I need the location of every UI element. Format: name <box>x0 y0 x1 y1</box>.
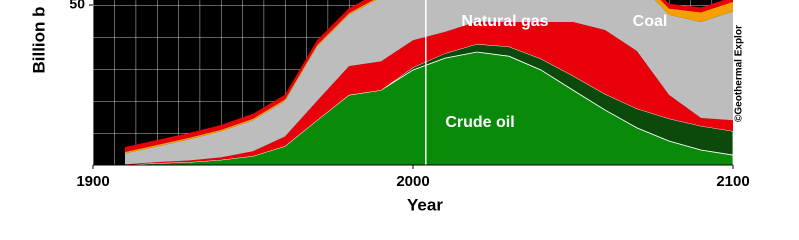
credit: ©Geothermal Explor <box>734 25 745 122</box>
area <box>125 0 733 165</box>
x-tick-label: 1900 <box>76 173 109 190</box>
series-label: Natural gas <box>461 13 548 30</box>
y-axis-title: Billion b <box>29 6 48 73</box>
x-tick-label: 2000 <box>396 173 429 190</box>
series-label: Coal <box>633 13 668 30</box>
y-tick-label: 50 <box>69 0 85 12</box>
x-axis-title: Year <box>407 195 443 214</box>
areas <box>124 0 733 165</box>
x-tick-label: 2100 <box>716 173 749 190</box>
area <box>125 21 733 165</box>
area <box>125 0 733 154</box>
series-label: Crude oil <box>445 114 514 131</box>
area <box>125 0 733 152</box>
chart: Billion b Year ©Geothermal Explor Crude … <box>29 0 750 214</box>
